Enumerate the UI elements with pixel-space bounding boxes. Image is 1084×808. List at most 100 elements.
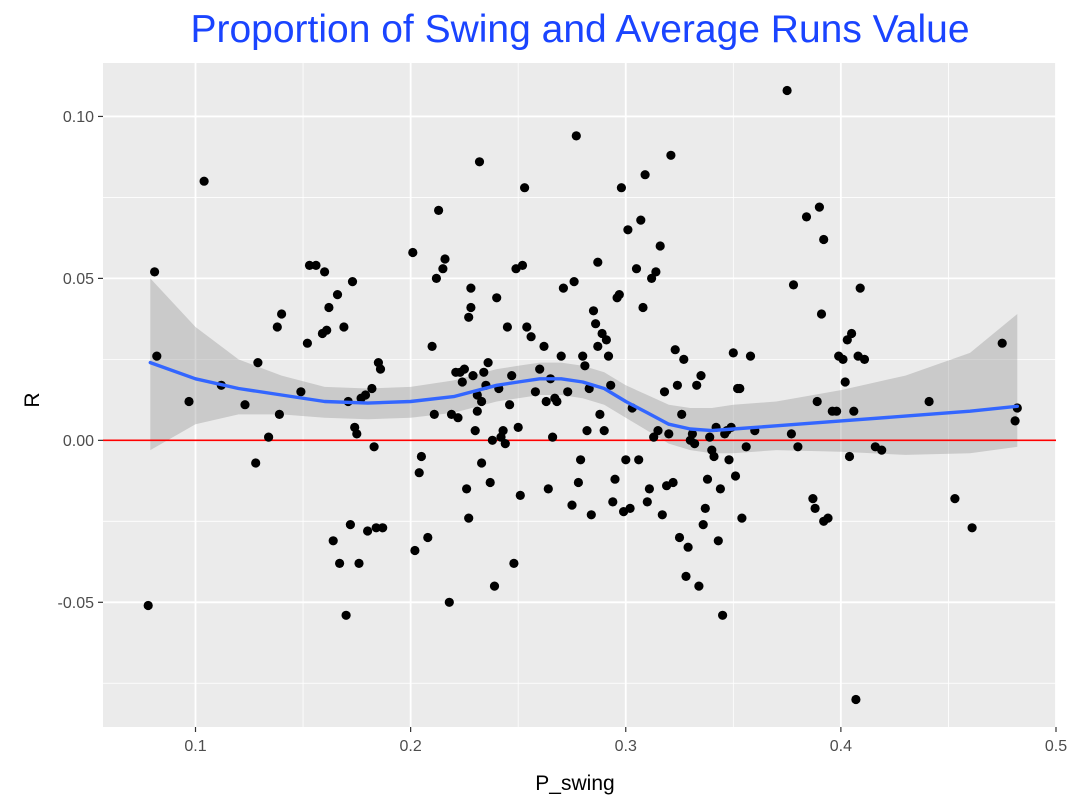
data-point [640,170,650,180]
data-point [304,260,315,270]
y-tick-label: 0.00 [63,433,94,450]
data-point [311,260,321,270]
data-point [567,500,577,510]
data-point [341,610,351,620]
data-point [851,694,861,705]
data-point [1010,416,1020,426]
data-point [434,205,444,215]
data-point [272,322,282,332]
data-point [595,409,605,419]
smooth-trend-line [148,360,1019,433]
data-point [580,361,590,371]
data-point [653,426,663,436]
data-point [655,241,665,251]
chart-title: Proportion of Swing and Average Runs Val… [190,8,969,51]
data-point [251,458,261,468]
data-point [696,371,706,381]
data-point [782,85,792,96]
data-point [569,277,579,287]
data-point [657,510,667,520]
data-point [500,439,510,449]
data-point [513,422,523,432]
data-point [623,225,633,235]
data-point [728,348,738,358]
data-point [466,302,476,313]
data-point [735,383,745,394]
data-point [296,387,306,397]
data-point [520,183,530,193]
data-point [599,426,609,436]
data-point [328,536,338,546]
data-point [702,474,713,484]
data-point [741,442,751,452]
data-point [788,280,799,290]
data-point [700,503,710,513]
data-point [548,432,558,442]
data-point [253,358,263,368]
data-point [150,267,160,277]
y-axis-title: R [21,392,44,407]
data-point [563,387,573,397]
data-point [810,503,820,513]
data-point [408,247,418,258]
data-point [859,354,870,364]
data-point [152,351,162,361]
data-point [593,341,603,351]
data-point [793,442,803,452]
data-point [143,600,153,611]
data-point [814,202,825,212]
data-point [517,260,528,270]
data-point [578,351,588,361]
data-point [483,358,493,368]
data-point [664,429,674,439]
data-point [474,157,485,167]
data-point [485,477,495,488]
data-point [659,387,670,397]
data-point [634,455,644,465]
data-point [614,290,624,300]
x-axis-ticks: 0.1 0.2 0.3 0.4 0.5 [184,727,1067,755]
data-point [427,341,437,351]
data-point [692,380,702,390]
data-point [367,383,377,394]
data-point [541,396,551,407]
data-point [849,406,859,416]
data-point [666,150,676,160]
data-point [360,390,371,400]
data-point [264,432,274,442]
data-point [840,377,850,387]
data-point [601,335,612,345]
data-point [339,322,349,332]
data-point [698,520,708,530]
data-point [479,367,489,377]
data-point [552,396,562,407]
data-point [631,264,642,274]
data-point [715,484,726,494]
data-point [369,442,379,452]
data-point [586,510,596,520]
data-point [576,455,586,465]
data-point [492,293,502,303]
data-point [556,351,566,361]
data-point [593,257,603,267]
data-point [816,309,827,319]
data-point [649,432,659,442]
data-point [324,302,334,313]
data-point [636,215,646,225]
data-point [571,131,581,141]
data-point [423,532,433,543]
data-point [472,406,482,416]
data-point [378,523,388,533]
data-point [431,273,441,283]
data-point [498,426,508,436]
data-point [302,338,312,348]
data-point [608,497,618,507]
data-point [603,351,614,361]
data-point [530,387,541,397]
data-point [429,409,439,419]
data-point [489,581,500,591]
data-point [588,306,599,316]
data-point [354,558,364,569]
data-point [644,484,655,494]
